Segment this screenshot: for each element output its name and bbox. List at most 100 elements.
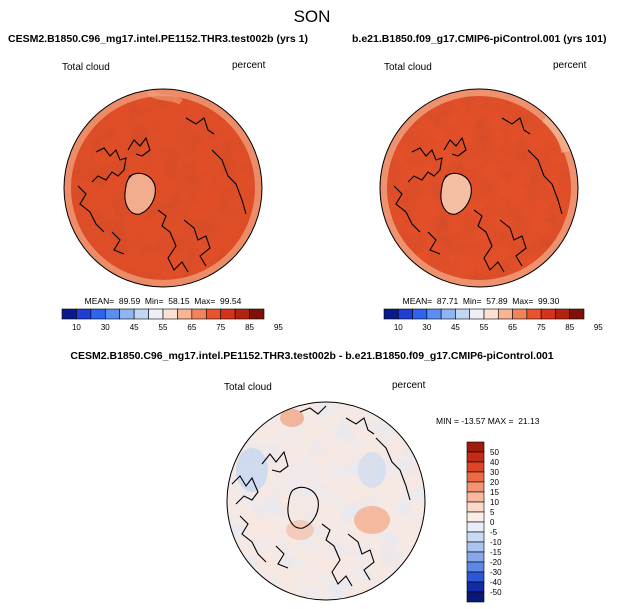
colorbar-tick-label: 55 [480, 323, 489, 332]
panel-b-stats: MEAN= 87.71 Min= 57.89 Max= 99.30 [403, 296, 560, 306]
colorbar-swatch [466, 461, 485, 473]
colorbar-swatch [249, 308, 265, 320]
panel-a-title: CESM2.B1850.C96_mg17.intel.PE1152.THR3.t… [8, 33, 308, 45]
colorbar-tick-label: -20 [490, 558, 502, 567]
colorbar-tick-label: 10 [490, 498, 499, 507]
colorbar-tick-label: 15 [490, 488, 499, 497]
colorbar-tick-label: 50 [490, 448, 499, 457]
colorbar-swatch [90, 308, 106, 320]
panel-c-map [227, 402, 425, 600]
colorbar-swatch [540, 308, 556, 320]
colorbar-tick-label: 75 [537, 323, 546, 332]
panel-b-units: percent [553, 60, 587, 71]
colorbar-swatch [397, 308, 413, 320]
colorbar-swatch [466, 471, 485, 483]
colorbar-swatch [555, 308, 571, 320]
colorbar-tick-label: -30 [490, 568, 502, 577]
colorbar-tick-label: 55 [159, 323, 168, 332]
colorbar-swatch [466, 491, 485, 503]
panel-a-map [64, 89, 262, 287]
panel-b: b.e21.B1850.f09_g17.CMIP6-piControl.001 … [352, 33, 606, 332]
colorbar-tick-label: 95 [594, 323, 603, 332]
colorbar-swatch [220, 308, 236, 320]
panel-c-title: CESM2.B1850.C96_mg17.intel.PE1152.THR3.t… [70, 350, 553, 362]
colorbar-tick-label: 65 [187, 323, 196, 332]
colorbar-swatch [466, 541, 485, 553]
colorbar-swatch [177, 308, 193, 320]
panel-c: CESM2.B1850.C96_mg17.intel.PE1152.THR3.t… [70, 350, 554, 603]
colorbar-swatch [61, 308, 77, 320]
colorbar-tick-label: -40 [490, 578, 502, 587]
colorbar-swatch [234, 308, 250, 320]
colorbar-tick-label: -15 [490, 548, 502, 557]
colorbar-swatch [497, 308, 513, 320]
colorbar-tick-label: 0 [490, 518, 495, 527]
colorbar-tick-label: -50 [490, 588, 502, 597]
panel-a-stats: MEAN= 89.59 Min= 58.15 Max= 99.54 [85, 296, 242, 306]
colorbar-swatch [466, 561, 485, 573]
panel-b-colorbar: 10 30 45 55 65 75 85 95 [383, 308, 603, 332]
colorbar-swatch [466, 481, 485, 493]
colorbar-swatch [466, 551, 485, 563]
colorbar-swatch [76, 308, 92, 320]
colorbar-swatch [412, 308, 428, 320]
colorbar-tick-label: 65 [508, 323, 517, 332]
colorbar-tick-label: 45 [451, 323, 460, 332]
figure-title: SON [294, 7, 331, 26]
colorbar-swatch [512, 308, 528, 320]
panel-c-units: percent [392, 380, 426, 391]
colorbar-tick-label: 75 [216, 323, 225, 332]
colorbar-swatch [440, 308, 456, 320]
colorbar-tick-label: 85 [245, 323, 254, 332]
colorbar-tick-label: 30 [490, 468, 499, 477]
colorbar-swatch [466, 591, 485, 603]
colorbar-swatch [526, 308, 542, 320]
colorbar-swatch [455, 308, 471, 320]
colorbar-swatch [466, 581, 485, 593]
colorbar-swatch [466, 531, 485, 543]
colorbar-swatch [383, 308, 399, 320]
colorbar-tick-label: 30 [422, 323, 431, 332]
colorbar-tick-label: 10 [394, 323, 403, 332]
colorbar-swatch [569, 308, 585, 320]
colorbar-swatch [104, 308, 121, 320]
colorbar-swatch [466, 441, 485, 453]
colorbar-tick-label: 30 [101, 323, 110, 332]
panel-a-variable: Total cloud [62, 62, 110, 73]
colorbar-tick-label: -10 [490, 538, 502, 547]
colorbar-swatch [466, 571, 485, 583]
panel-b-border [379, 88, 579, 288]
panel-a-border [63, 88, 263, 288]
panel-c-variable: Total cloud [224, 382, 272, 393]
colorbar-swatch [466, 521, 485, 533]
panel-b-variable: Total cloud [384, 62, 432, 73]
panel-a-colorbar: 10 30 45 55 65 75 85 95 [61, 308, 283, 332]
panel-a: CESM2.B1850.C96_mg17.intel.PE1152.THR3.t… [8, 33, 308, 332]
colorbar-tick-label: 45 [130, 323, 139, 332]
colorbar-tick-label: 20 [490, 478, 499, 487]
panel-a-units: percent [232, 60, 266, 71]
colorbar-swatch [191, 308, 207, 320]
colorbar-swatch [205, 308, 222, 320]
colorbar-swatch [466, 451, 485, 463]
colorbar-swatch [466, 501, 485, 513]
colorbar-swatch [162, 308, 178, 320]
colorbar-swatch [466, 511, 485, 523]
colorbar-tick-label: 95 [274, 323, 283, 332]
colorbar-tick-label: 10 [72, 323, 81, 332]
panel-b-map [380, 89, 578, 287]
colorbar-swatch [133, 308, 149, 320]
colorbar-swatch [469, 308, 485, 320]
colorbar-tick-label: 40 [490, 458, 499, 467]
colorbar-swatch [483, 308, 499, 320]
colorbar-swatch [148, 308, 164, 320]
colorbar-tick-label: 5 [490, 508, 495, 517]
colorbar-swatch [119, 308, 135, 320]
colorbar-tick-label: 85 [565, 323, 574, 332]
colorbar-tick-label: -5 [490, 528, 498, 537]
panel-c-stats: MIN = -13.57 MAX = 21.13 [436, 416, 540, 426]
colorbar-swatch [426, 308, 442, 320]
panel-b-title: b.e21.B1850.f09_g17.CMIP6-piControl.001 … [352, 33, 606, 45]
